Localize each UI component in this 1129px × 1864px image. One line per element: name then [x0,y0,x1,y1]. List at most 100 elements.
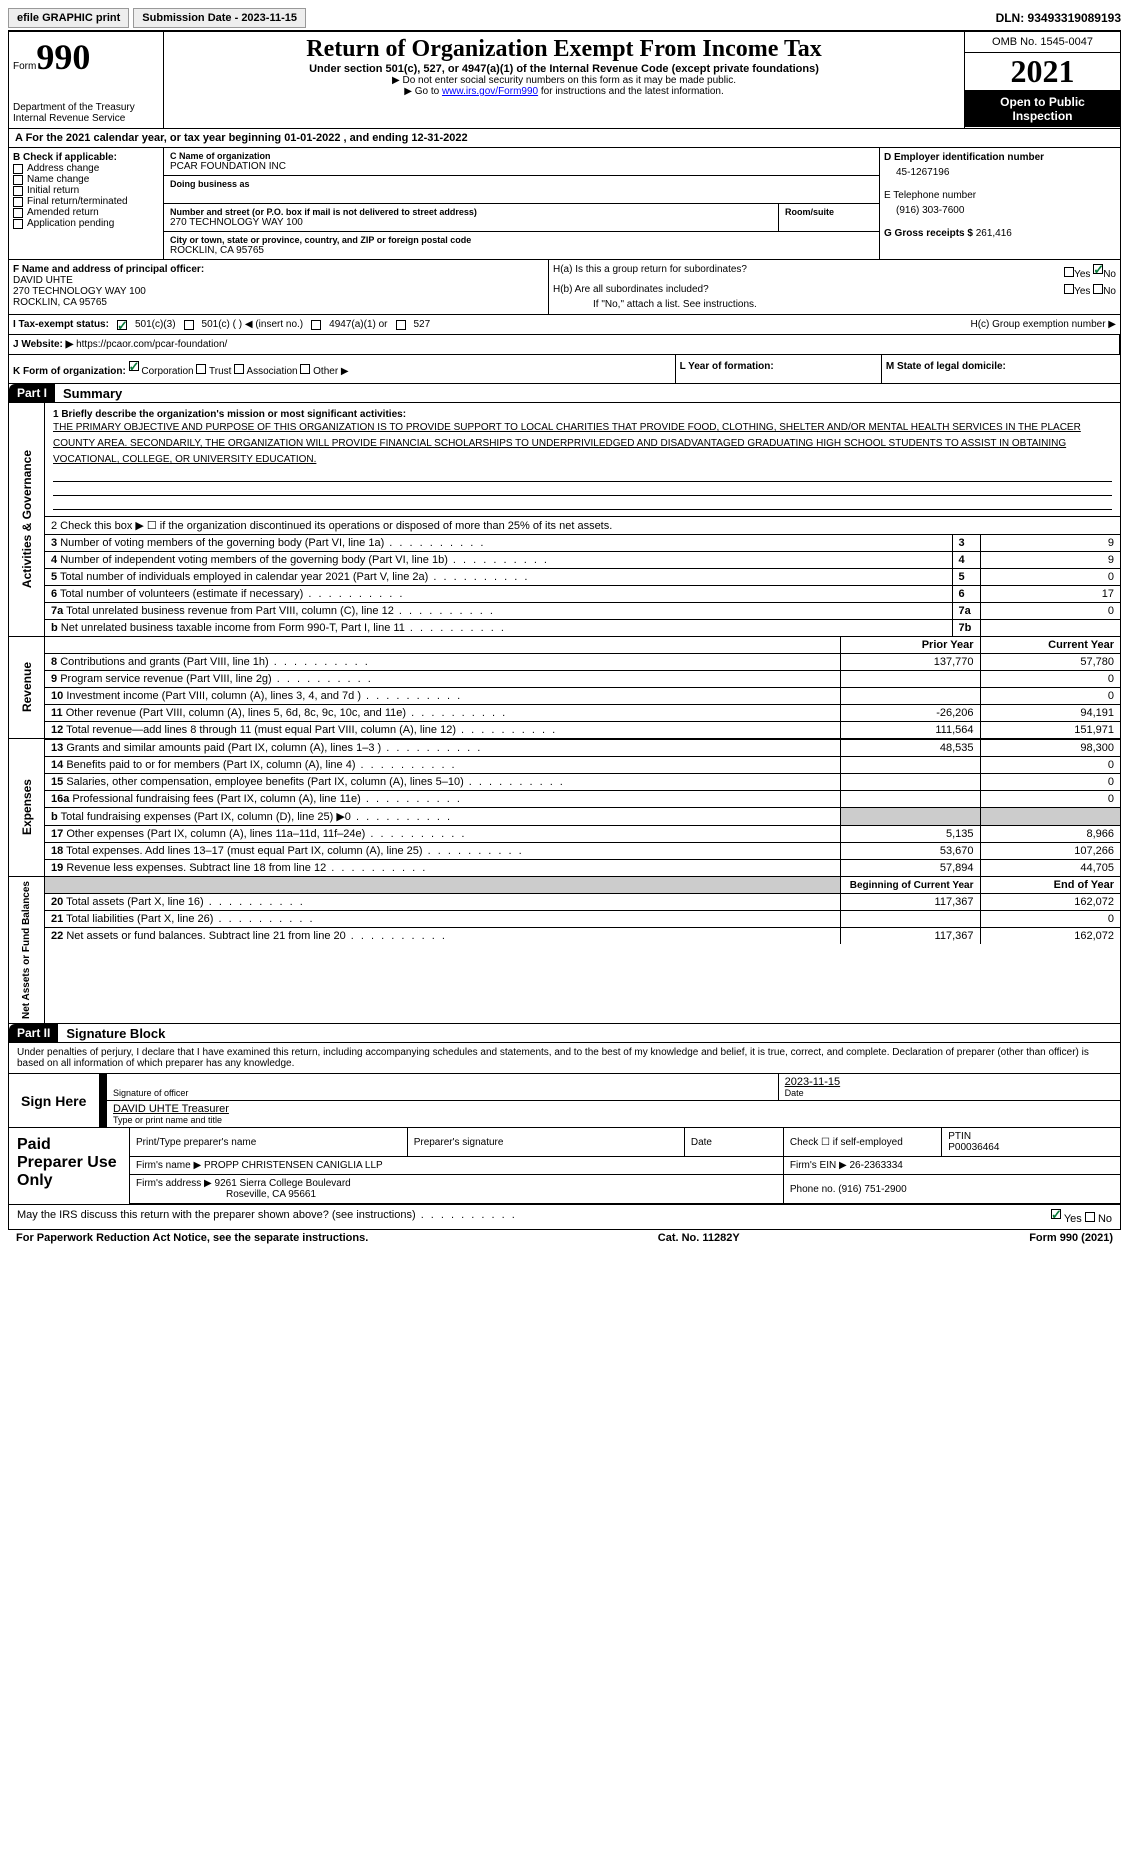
other-check[interactable] [300,364,310,374]
opt-assoc: Association [246,366,297,377]
trust-check[interactable] [196,364,206,374]
ha-yes-check[interactable] [1064,267,1074,277]
b-check-item: Address change [13,163,159,174]
4947-check[interactable] [311,320,321,330]
hc-label: H(c) Group exemption number ▶ [970,319,1116,330]
discuss-no-check[interactable] [1085,1212,1095,1222]
firm-addr-cell: Firm's address ▶ 9261 Sierra College Bou… [130,1175,783,1204]
website-url: https://pcaor.com/pcar-foundation/ [76,339,227,350]
efile-print-button[interactable]: efile GRAPHIC print [8,8,129,28]
table-row: 8 Contributions and grants (Part VIII, l… [45,654,1120,671]
may-irs-text: May the IRS discuss this return with the… [17,1209,517,1225]
form-title: Return of Organization Exempt From Incom… [168,36,960,63]
check-icon[interactable] [13,197,23,207]
dba-label: Doing business as [170,179,873,189]
table-row: 9 Program service revenue (Part VIII, li… [45,671,1120,688]
opt-501c3: 501(c)(3) [135,319,176,330]
b-check-item: Name change [13,174,159,185]
section-l: L Year of formation: [676,355,882,383]
room-label: Room/suite [785,207,873,217]
501c-check[interactable] [184,320,194,330]
hb-yes-check[interactable] [1064,284,1074,294]
g-row: G Gross receipts $ 261,416 [884,228,1116,239]
k-label: K Form of organization: [13,366,126,377]
b-check-item: Initial return [13,185,159,196]
side-net-assets: Net Assets or Fund Balances [9,877,45,1023]
discuss-yes-check[interactable] [1051,1209,1061,1219]
check-icon[interactable] [13,186,23,196]
opt-501c: 501(c) ( ) ◀ (insert no.) [202,319,304,330]
table-row: 12 Total revenue—add lines 8 through 11 … [45,722,1120,739]
hdr-end: End of Year [980,877,1120,894]
section-k: K Form of organization: Corporation Trus… [9,355,676,383]
table-row: 16a Professional fundraising fees (Part … [45,791,1120,808]
instr-goto: ▶ Go to www.irs.gov/Form990 for instruct… [168,86,960,97]
sig-date-val: 2023-11-15 [785,1076,1114,1088]
opt-other: Other ▶ [313,366,348,377]
d-label: D Employer identification number [884,152,1116,163]
ha-no-check[interactable] [1093,264,1103,274]
form990-link[interactable]: www.irs.gov/Form990 [442,86,538,97]
firm-name: PROPP CHRISTENSEN CANIGLIA LLP [204,1160,383,1171]
b-check-item: Application pending [13,218,159,229]
opt-4947: 4947(a)(1) or [329,319,387,330]
side-rev-label: Revenue [18,658,36,716]
check-icon[interactable] [13,164,23,174]
section-d-e-g: D Employer identification number 45-1267… [880,148,1120,259]
right-header-cell: OMB No. 1545-0047 2021 Open to Public In… [965,32,1120,128]
b-check-item: Amended return [13,207,159,218]
gross-receipts: 261,416 [976,228,1012,239]
check-icon[interactable] [13,208,23,218]
527-check[interactable] [396,320,406,330]
officer-addr2: ROCKLIN, CA 95765 [13,297,544,308]
hb-no-check[interactable] [1093,284,1103,294]
no-text: No [1103,269,1116,280]
firm-addr: 9261 Sierra College Boulevard [215,1178,351,1189]
mission-text: THE PRIMARY OBJECTIVE AND PURPOSE OF THI… [53,420,1112,468]
side-net-label: Net Assets or Fund Balances [19,877,34,1023]
b-item-label: Initial return [27,185,79,196]
firm-name-label: Firm's name ▶ [136,1160,201,1171]
section-j-website: J Website: ▶ https://pcaor.com/pcar-foun… [9,335,1120,354]
row-a-tax-year: A For the 2021 calendar year, or tax yea… [8,129,1121,148]
side-expenses: Expenses [9,739,45,876]
corp-check[interactable] [129,361,139,371]
no-text: No [1098,1213,1112,1225]
ptin-cell: PTINP00036464 [942,1128,1120,1157]
firm-name-cell: Firm's name ▶ PROPP CHRISTENSEN CANIGLIA… [130,1157,783,1175]
submission-date-button[interactable]: Submission Date - 2023-11-15 [133,8,306,28]
501c3-check[interactable] [117,320,127,330]
firm-phone: (916) 751-2900 [838,1184,906,1195]
check-icon[interactable] [13,175,23,185]
yes-text: Yes [1074,286,1090,297]
side-governance: Activities & Governance [9,403,45,636]
hb-note: If "No," attach a list. See instructions… [593,299,1116,310]
form-subtitle: Under section 501(c), 527, or 4947(a)(1)… [168,63,960,75]
check-icon[interactable] [13,219,23,229]
firm-ein-label: Firm's EIN ▶ [790,1160,847,1171]
firm-city: Roseville, CA 95661 [226,1189,316,1200]
dept-treasury: Department of the Treasury [13,102,159,113]
table-row: 6 Total number of volunteers (estimate i… [45,586,1120,603]
phone-label: Phone no. [790,1184,836,1195]
opt-527: 527 [414,319,431,330]
assoc-check[interactable] [234,364,244,374]
may-irs-row: May the IRS discuss this return with the… [9,1204,1120,1229]
table-row: 10 Investment income (Part VIII, column … [45,688,1120,705]
addr-label: Number and street (or P.O. box if mail i… [170,207,772,217]
table-row: 13 Grants and similar amounts paid (Part… [45,740,1120,757]
opt-corp: Corporation [141,366,193,377]
paid-preparer-label: Paid Preparer Use Only [9,1128,129,1204]
l-label: L Year of formation: [680,361,774,372]
table-row: 20 Total assets (Part X, line 16)117,367… [45,894,1120,911]
b-item-label: Application pending [27,218,114,229]
q2-text: 2 Check this box ▶ ☐ if the organization… [45,517,1120,535]
table-row: 22 Net assets or fund balances. Subtract… [45,928,1120,945]
no-text: No [1103,286,1116,297]
org-name: PCAR FOUNDATION INC [170,161,873,172]
table-row: b Total fundraising expenses (Part IX, c… [45,808,1120,826]
section-b: B Check if applicable: Address changeNam… [9,148,164,259]
org-address: 270 TECHNOLOGY WAY 100 [170,217,772,228]
g-label: G Gross receipts $ [884,228,973,239]
table-row: 21 Total liabilities (Part X, line 26)0 [45,911,1120,928]
